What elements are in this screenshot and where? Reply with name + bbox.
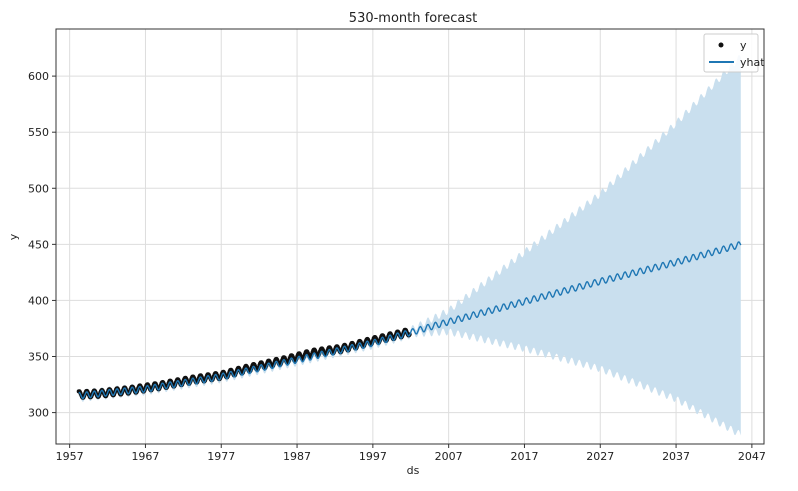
legend-label-yhat: yhat	[740, 56, 765, 69]
x-tick-label: 1987	[283, 450, 311, 463]
legend-label-y: y	[740, 39, 747, 52]
y-tick-label: 600	[28, 70, 49, 83]
legend-marker-y	[718, 42, 724, 48]
y-tick-label: 450	[28, 238, 49, 251]
y-tick-label: 300	[28, 407, 49, 420]
x-tick-label: 1977	[207, 450, 235, 463]
uncertainty-band	[78, 54, 741, 436]
x-tick-label: 2027	[586, 450, 614, 463]
y-axis-label: y	[7, 233, 20, 240]
x-tick-label: 2047	[738, 450, 766, 463]
yhat-line	[78, 241, 742, 400]
y-tick-label: 550	[28, 126, 49, 139]
x-tick-label: 2017	[510, 450, 538, 463]
uncertainty-band-area	[78, 54, 741, 436]
x-axis-ticks: 1957 1967 1977 1987 1997 2007 2017 2027 2037 2047	[56, 444, 766, 463]
forecast-line	[78, 241, 742, 400]
x-tick-label: 1957	[56, 450, 84, 463]
observed-series	[76, 327, 412, 400]
chart-title: 530-month forecast	[349, 11, 477, 26]
plot-frame	[55, 28, 765, 445]
y-tick-label: 500	[28, 182, 49, 195]
x-axis-label: ds	[407, 464, 420, 477]
y-tick-label: 350	[28, 351, 49, 364]
x-tick-label: 2007	[435, 450, 463, 463]
y-axis-ticks: 300 350 400 450 500 550 600	[28, 70, 56, 420]
y-tick-label: 400	[28, 294, 49, 307]
legend: y yhat	[703, 33, 765, 73]
x-tick-label: 1997	[359, 450, 387, 463]
x-tick-label: 1967	[131, 450, 159, 463]
x-tick-label: 2037	[662, 450, 690, 463]
